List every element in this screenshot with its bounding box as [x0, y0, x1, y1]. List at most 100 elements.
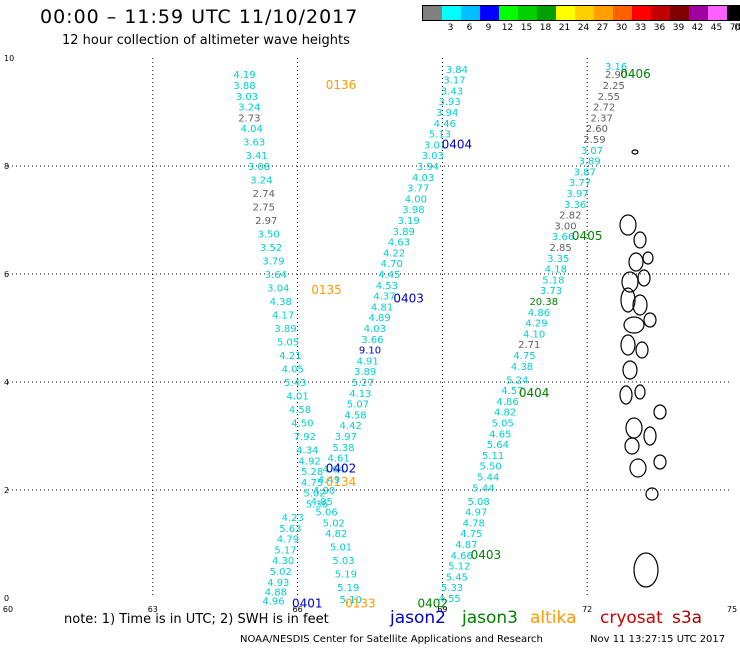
island-outline	[653, 404, 667, 420]
wave-height-value: 5.13	[429, 130, 451, 141]
wave-height-value: 4.10	[523, 329, 545, 340]
wave-height-value: 2.97	[255, 216, 277, 227]
satellite-label-jason3: jason3	[462, 608, 518, 628]
wave-height-value: 4.01	[286, 392, 308, 403]
pass-time-label: 0403	[471, 548, 502, 562]
legend-label: 21	[558, 23, 571, 33]
wave-height-value: 5.19	[335, 570, 357, 581]
wave-height-value: 3.94	[417, 162, 439, 173]
wave-height-value: 3.36	[564, 200, 586, 211]
pass-time-label: 0406	[620, 67, 651, 81]
pass-time-label: 0134	[326, 475, 357, 489]
wave-height-value: 4.70	[381, 259, 403, 270]
wave-height-value: 2.37	[591, 113, 613, 124]
wave-height-value: 4.75	[460, 529, 482, 540]
legend-swatch	[423, 6, 442, 20]
wave-height-value: 3.17	[443, 76, 465, 87]
x-tick-label: 60	[3, 605, 13, 614]
legend-swatch	[670, 6, 689, 20]
wave-height-value: 4.00	[405, 194, 427, 205]
island-outline	[643, 426, 657, 446]
wave-height-value: 3.66	[552, 232, 574, 243]
y-tick-label: 0	[4, 594, 9, 603]
wave-height-value: 3.24	[238, 103, 260, 114]
pass-time-label: 0136	[326, 78, 357, 92]
satellite-label-jason2: jason2	[390, 608, 446, 628]
wave-height-value: 4.61	[327, 454, 349, 465]
legend-swatch	[499, 6, 518, 20]
wave-height-value: 4.65	[489, 429, 511, 440]
wave-height-value: 4.37	[373, 292, 395, 303]
wave-height-value: 4.50	[291, 419, 313, 430]
wave-height-value: 4.05	[282, 365, 304, 376]
wave-height-value: 20.38	[529, 297, 558, 308]
wave-height-value: 4.17	[272, 311, 294, 322]
wave-height-value: 3.52	[260, 243, 282, 254]
note-text: note: 1) Time is in UTC; 2) SWH is in fe…	[64, 612, 329, 627]
pass-time-label: 0403	[393, 291, 424, 305]
wave-height-value: 2.72	[593, 103, 615, 114]
legend-swatch	[594, 6, 613, 20]
wave-height-value: 3.79	[262, 257, 284, 268]
wave-height-value: 2.74	[253, 189, 275, 200]
wave-height-value: 4.88	[265, 588, 287, 599]
legend-label: 12	[501, 23, 514, 33]
wave-height-value: 5.44	[477, 473, 499, 484]
legend-label: 3	[447, 23, 454, 33]
legend-swatch	[480, 6, 499, 20]
wave-height-value: 4.46	[434, 119, 456, 130]
island-outline	[635, 341, 649, 359]
wave-height-value: 4.86	[528, 308, 550, 319]
wave-height-value: 4.58	[344, 410, 366, 421]
x-tick-label: 72	[582, 605, 592, 614]
legend-unit: (ft)	[734, 23, 740, 33]
wave-height-value: 5.64	[487, 440, 509, 451]
legend-swatch	[518, 6, 537, 20]
legend-label: 36	[653, 23, 666, 33]
wave-height-value: 3.73	[540, 286, 562, 297]
legend-swatch	[689, 6, 708, 20]
wave-height-value: 4.53	[376, 281, 398, 292]
wave-height-value: 4.58	[289, 405, 311, 416]
island-outline	[653, 454, 667, 470]
wave-height-value: 5.05	[492, 419, 514, 430]
wave-height-value: 5.11	[482, 451, 504, 462]
wave-height-value: 9.10	[359, 346, 381, 357]
wave-height-value: 5.33	[441, 583, 463, 594]
pass-time-label: 0404	[519, 386, 550, 400]
wave-height-value: 5.50	[480, 462, 502, 473]
legend-label: 18	[539, 23, 552, 33]
wave-height-value: 3.03	[236, 92, 258, 103]
wave-height-value: 4.91	[356, 356, 378, 367]
wave-height-value: 5.08	[467, 497, 489, 508]
wave-height-value: 4.85	[311, 497, 333, 508]
wave-height-value: 4.81	[371, 302, 393, 313]
island-outline	[624, 437, 640, 455]
island-outline	[643, 312, 657, 328]
wave-height-value: 3.35	[547, 254, 569, 265]
island-outline	[633, 552, 659, 588]
wave-height-value: 2.90	[605, 70, 627, 81]
y-tick-label: 10	[4, 54, 14, 63]
wave-height-value: 4.93	[267, 578, 289, 589]
island-outline	[645, 487, 659, 501]
wave-height-value: 5.36	[306, 500, 328, 511]
island-outline	[619, 385, 633, 405]
wave-height-value: 4.22	[383, 248, 405, 259]
island-outline	[622, 360, 638, 380]
satellite-label-s3a: s3a	[672, 608, 703, 628]
wave-height-value: 5.19	[337, 583, 359, 594]
pass-time-label: 0135	[311, 283, 342, 297]
page-subtitle: 12 hour collection of altimeter wave hei…	[62, 33, 350, 48]
island-outline	[623, 316, 645, 334]
wave-height-value: 2.85	[550, 243, 572, 254]
wave-height-value: 4.13	[349, 389, 371, 400]
wave-height-value: 5.28	[301, 467, 323, 478]
wave-height-value: 3.03	[422, 151, 444, 162]
island-outline	[631, 149, 639, 155]
wave-height-value: 5.02	[323, 518, 345, 529]
x-tick-label: 66	[293, 605, 303, 614]
